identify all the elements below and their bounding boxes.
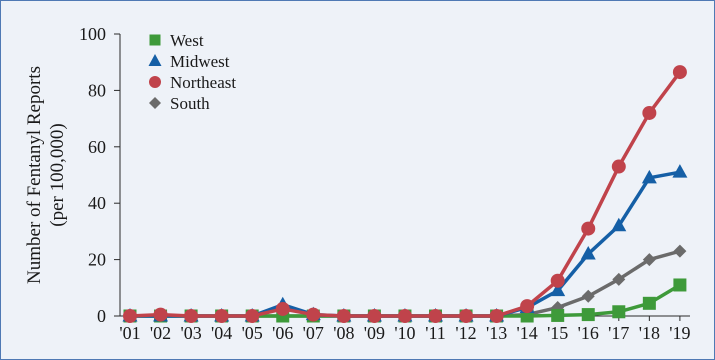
legend-item-northeast: Northeast <box>149 73 236 92</box>
point-northeast <box>520 299 535 314</box>
point-south <box>581 289 595 303</box>
y-tick-label: 60 <box>88 137 106 157</box>
point-northeast <box>245 309 260 323</box>
point-west <box>642 296 656 310</box>
legend-marker-northeast <box>149 76 161 88</box>
legend-item-south: South <box>149 94 210 113</box>
legend-label-south: South <box>170 94 210 113</box>
x-tick-label: '07 <box>303 323 324 343</box>
y-tick-label: 20 <box>88 250 106 270</box>
y-ticks: 0 20 40 60 80 100 <box>79 24 120 326</box>
x-tick-label: '09 <box>364 323 385 343</box>
point-northeast <box>275 301 290 316</box>
point-northeast <box>581 221 596 236</box>
point-northeast <box>428 309 443 323</box>
point-northeast <box>123 309 137 323</box>
legend-marker-south <box>149 97 161 109</box>
x-tick-label: '03 <box>180 323 201 343</box>
x-tick-label: '15 <box>547 323 568 343</box>
legend-marker-midwest <box>148 54 162 66</box>
point-northeast <box>306 307 321 322</box>
x-tick-label: '14 <box>517 323 538 343</box>
point-midwest <box>641 169 657 184</box>
series-midwest <box>122 164 688 322</box>
series-group <box>122 65 688 323</box>
point-northeast <box>367 309 382 323</box>
x-tick-label: '19 <box>669 323 690 343</box>
point-west <box>673 278 687 292</box>
x-tick-label: '02 <box>150 323 171 343</box>
x-tick-label: '04 <box>211 323 232 343</box>
y-axis-title-line2: (per 100,000) <box>47 123 68 226</box>
point-west <box>551 308 565 322</box>
y-tick-label: 40 <box>88 193 106 213</box>
y-tick-label: 0 <box>97 306 106 326</box>
point-northeast <box>489 309 504 323</box>
point-northeast <box>459 309 474 323</box>
series-northeast <box>123 65 687 323</box>
point-northeast <box>336 309 351 323</box>
y-axis-title-line1: Number of Fentanyl Reports <box>24 66 45 284</box>
point-south <box>642 253 656 267</box>
x-tick-label: '05 <box>242 323 263 343</box>
x-tick-label: '11 <box>425 323 446 343</box>
point-midwest <box>550 282 566 297</box>
legend-label-northeast: Northeast <box>170 73 236 92</box>
point-south <box>612 272 626 286</box>
x-tick-label: '13 <box>486 323 507 343</box>
point-northeast <box>642 105 657 120</box>
x-tick-label: '06 <box>272 323 293 343</box>
x-tick-label: '17 <box>608 323 629 343</box>
point-northeast <box>214 309 229 323</box>
point-northeast <box>611 159 626 174</box>
point-midwest <box>580 245 596 260</box>
point-northeast <box>397 309 412 323</box>
legend-marker-west <box>149 34 161 46</box>
point-northeast <box>184 309 199 323</box>
x-tick-label: '08 <box>333 323 354 343</box>
point-west <box>581 308 595 322</box>
legend-label-midwest: Midwest <box>170 52 230 71</box>
x-tick-label: '12 <box>455 323 476 343</box>
series-line-south <box>130 249 681 318</box>
x-ticks: '01 '02 '03 '04 '05 '06 '07 '08 '09 '10 '11 '12 '13 '… <box>119 316 691 343</box>
series-line-midwest <box>130 170 681 318</box>
x-tick-label: '01 <box>119 323 140 343</box>
y-tick-label: 100 <box>79 24 106 44</box>
point-midwest <box>611 217 627 232</box>
legend-label-west: West <box>170 31 204 50</box>
legend-item-midwest: Midwest <box>148 52 230 71</box>
y-tick-label: 80 <box>88 80 106 100</box>
point-northeast <box>550 273 565 288</box>
point-northeast <box>672 65 687 80</box>
point-midwest <box>672 164 688 178</box>
legend: West Midwest Northeast South <box>148 31 236 113</box>
point-west <box>612 305 626 319</box>
legend-item-west: West <box>149 31 204 50</box>
x-tick-label: '16 <box>578 323 599 343</box>
x-tick-label: '10 <box>394 323 415 343</box>
point-northeast <box>153 307 168 322</box>
x-tick-label: '18 <box>639 323 660 343</box>
series-line-northeast <box>129 71 682 318</box>
point-south <box>673 244 687 258</box>
